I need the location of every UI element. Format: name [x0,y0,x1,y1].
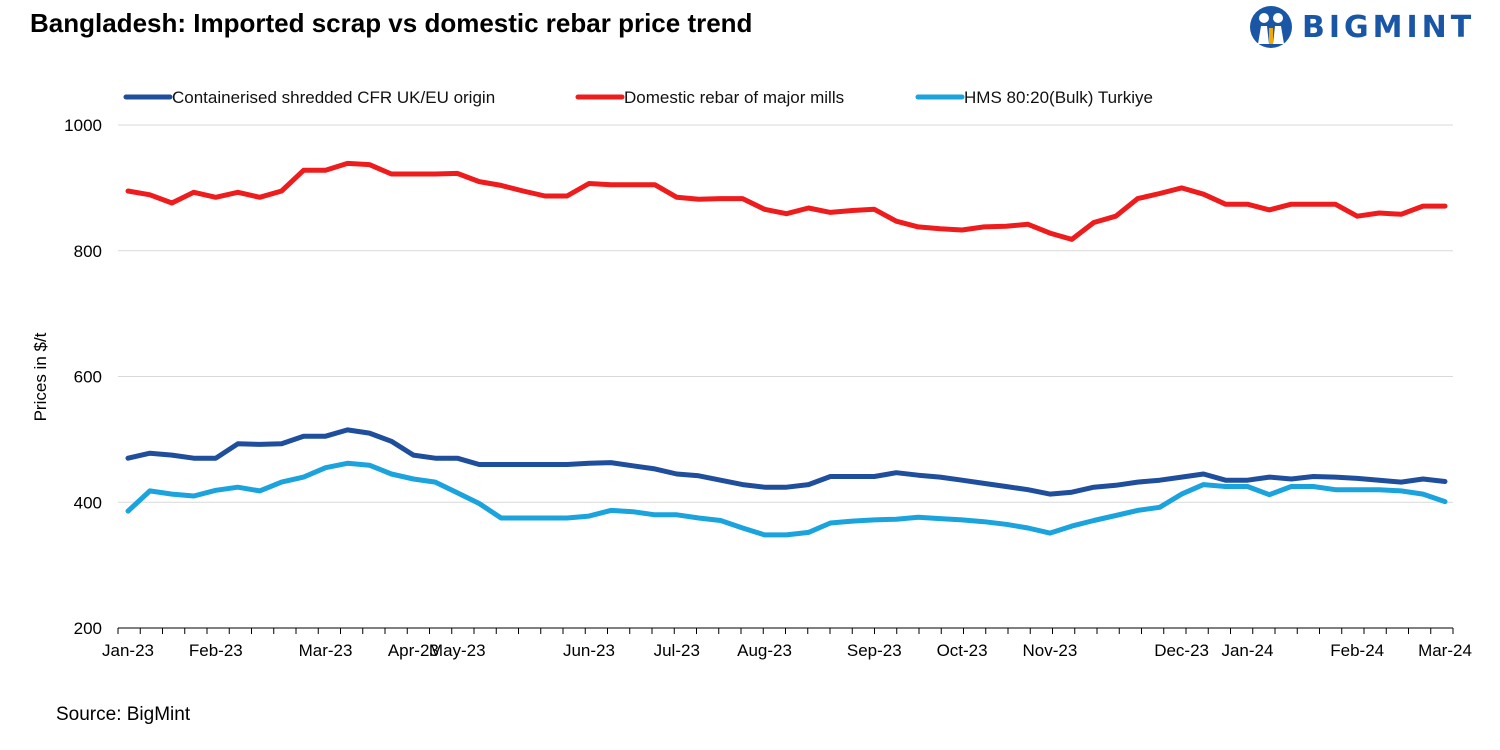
series-line-2 [125,160,1448,242]
y-tick-label: 400 [74,493,102,512]
x-tick-label: Feb-24 [1330,641,1384,660]
x-tick-label: Jun-23 [563,641,615,660]
y-axis-label: Prices in $/t [31,332,50,421]
x-tick-label: Aug-23 [737,641,792,660]
axes: 200 400 600 800 1000 Jan-23 Feb-23 Mar-23 Apr-23… [64,116,1472,660]
legend: Containerised shredded CFR UK/EU origin D… [123,88,1153,107]
legend-label: HMS 80:20(Bulk) Turkiye [964,88,1153,107]
x-tick-label: Dec-23 [1154,641,1209,660]
y-tick-label: 600 [74,368,102,387]
y-tick-label: 200 [74,619,102,638]
series-line-3 [125,460,1448,538]
chart-title: Bangladesh: Imported scrap vs domestic r… [30,8,753,38]
y-tick-label: 800 [74,242,102,261]
x-tick-label: Mar-24 [1418,641,1472,660]
x-tick-label: May-23 [429,641,486,660]
x-tick-label: Jul-23 [654,641,700,660]
gridlines [118,124,1453,503]
series-line-1 [125,427,1448,497]
series-lines [125,160,1448,538]
source-note: Source: BigMint [56,704,191,725]
y-tick-label: 1000 [64,116,102,135]
legend-label: Domestic rebar of major mills [624,88,844,107]
x-tick-label: Feb-23 [189,641,243,660]
x-tick-label: Mar-23 [299,641,353,660]
x-tick-label: Oct-23 [937,641,988,660]
bigmint-logo: BIGMINT [1248,4,1478,50]
x-tick-label: Apr-23 [388,641,439,660]
x-tick-label: Jan-23 [102,641,154,660]
x-tick-label: Sep-23 [847,641,902,660]
brand-name: BIGMINT [1302,10,1476,45]
people-icon [1250,6,1292,48]
x-tick-label: Jan-24 [1221,641,1273,660]
line-chart: 200 400 600 800 1000 Jan-23 Feb-23 Mar-23 Apr-23… [31,88,1472,660]
x-tick-label: Nov-23 [1022,641,1077,660]
legend-label: Containerised shredded CFR UK/EU origin [172,88,495,107]
